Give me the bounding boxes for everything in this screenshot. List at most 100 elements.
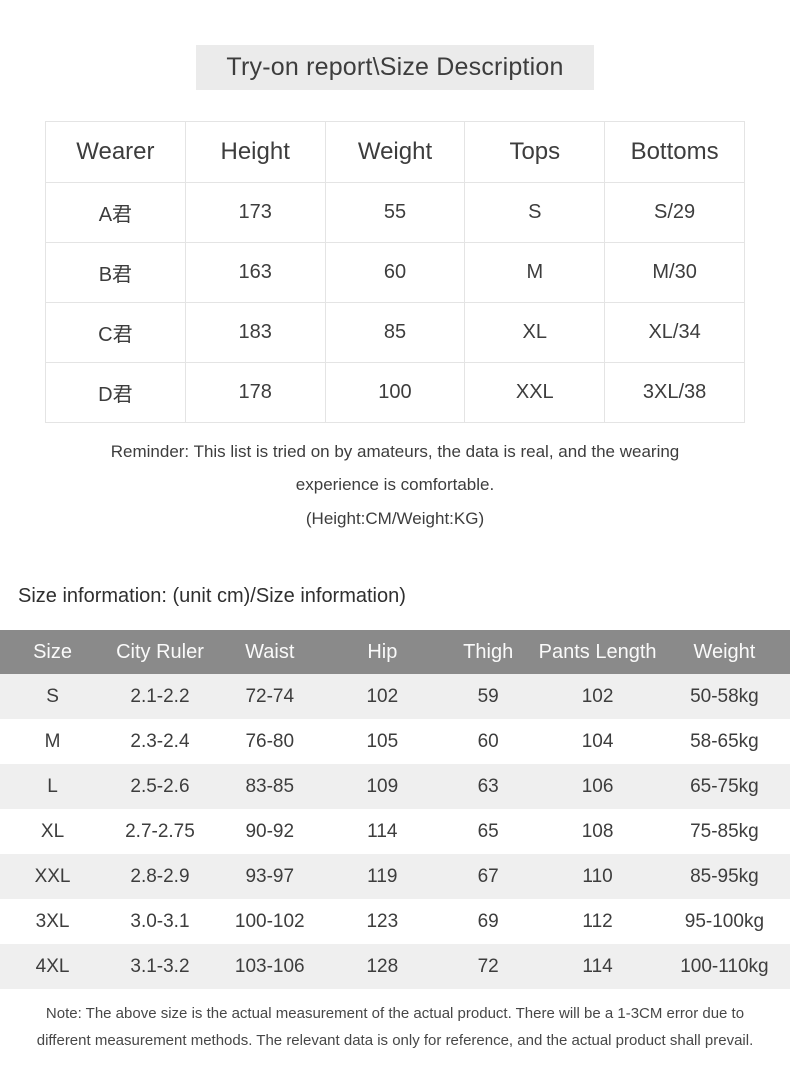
table-cell: 72 [439,944,537,989]
table-cell: 63 [439,764,537,809]
table-row: 3XL 3.0-3.1 100-102 123 69 112 95-100kg [0,899,790,944]
table-cell: C君 [45,302,186,363]
table-cell: 114 [324,809,440,854]
table-cell: S [464,182,606,243]
table-cell: 3.0-3.1 [105,899,215,944]
tryon-table: Wearer Height Weight Tops Bottoms A君 173… [45,121,745,423]
table-row: B君 163 60 M M/30 [45,242,745,303]
table-cell: S/29 [604,182,745,243]
table-cell: 65-75kg [658,764,790,809]
table-cell: 76-80 [214,719,325,764]
table-cell: 103-106 [214,944,325,989]
table-cell: XL [464,302,606,363]
table-cell: 163 [184,242,326,303]
table-row: M 2.3-2.4 76-80 105 60 104 58-65kg [0,719,790,764]
table-cell: S [0,674,106,719]
note-text: Note: The above size is the actual measu… [0,1000,790,1054]
table-cell: XL/34 [604,302,745,363]
table-cell: 110 [536,854,659,899]
size-header-city-ruler: City Ruler [105,630,215,674]
note-line-2: different measurement methods. The relev… [36,1032,754,1049]
table-row: XL 2.7-2.75 90-92 114 65 108 75-85kg [0,809,790,854]
table-row: XXL 2.8-2.9 93-97 119 67 110 85-95kg [0,854,790,899]
table-cell: 114 [536,944,659,989]
table-cell: XL [0,809,106,854]
table-cell: 104 [536,719,659,764]
table-row: S 2.1-2.2 72-74 102 59 102 50-58kg [0,674,790,719]
table-cell: 58-65kg [658,719,790,764]
tryon-header-height: Height [184,121,326,183]
table-cell: 112 [536,899,659,944]
table-cell: 2.7-2.75 [105,809,215,854]
table-cell: 95-100kg [658,899,790,944]
tryon-header-tops: Tops [464,121,606,183]
table-cell: 100 [324,362,466,423]
reminder-line-2: experience is comfortable. [295,475,495,494]
size-header-pants-length: Pants Length [536,630,659,674]
table-cell: 4XL [0,944,106,989]
table-cell: 102 [536,674,659,719]
table-cell: XXL [464,362,606,423]
table-cell: A君 [45,182,186,243]
table-cell: 2.1-2.2 [105,674,215,719]
table-cell: 85 [324,302,466,363]
table-cell: 93-97 [214,854,325,899]
size-table-header-row: Size City Ruler Waist Hip Thigh Pants Le… [0,630,790,674]
table-cell: 65 [439,809,537,854]
table-cell: 50-58kg [658,674,790,719]
table-cell: 100-110kg [658,944,790,989]
table-cell: 72-74 [214,674,325,719]
tryon-header-wearer: Wearer [45,121,186,183]
size-header-hip: Hip [324,630,440,674]
table-cell: 60 [324,242,466,303]
table-cell: 119 [324,854,440,899]
table-cell: 2.3-2.4 [105,719,215,764]
size-table: Size City Ruler Waist Hip Thigh Pants Le… [0,630,790,989]
size-header-size: Size [0,630,106,674]
table-cell: 109 [324,764,440,809]
table-cell: 59 [439,674,537,719]
table-cell: 67 [439,854,537,899]
table-cell: 2.8-2.9 [105,854,215,899]
title-section: Try-on report\Size Description [0,0,790,90]
table-cell: 100-102 [214,899,325,944]
size-header-waist: Waist [214,630,325,674]
reminder-text: Reminder: This list is tried on by amate… [0,435,790,535]
table-cell: 3XL/38 [604,362,745,423]
table-cell: 183 [184,302,326,363]
table-cell: M/30 [604,242,745,303]
table-row: 4XL 3.1-3.2 103-106 128 72 114 100-110kg [0,944,790,989]
table-cell: 178 [184,362,326,423]
table-cell: 75-85kg [658,809,790,854]
size-header-thigh: Thigh [439,630,537,674]
table-cell: D君 [45,362,186,423]
units-note: (Height:CM/Weight:KG) [305,509,485,528]
table-cell: XXL [0,854,106,899]
table-cell: 128 [324,944,440,989]
table-cell: 106 [536,764,659,809]
note-line-1: Note: The above size is the actual measu… [45,1005,745,1022]
table-cell: 123 [324,899,440,944]
table-cell: 69 [439,899,537,944]
table-row: C君 183 85 XL XL/34 [45,302,745,363]
table-cell: 3.1-3.2 [105,944,215,989]
page-title: Try-on report\Size Description [196,45,594,90]
table-cell: 90-92 [214,809,325,854]
tryon-header-bottoms: Bottoms [604,121,745,183]
table-row: L 2.5-2.6 83-85 109 63 106 65-75kg [0,764,790,809]
table-cell: 55 [324,182,466,243]
table-cell: 3XL [0,899,106,944]
table-cell: 173 [184,182,326,243]
table-row: A君 173 55 S S/29 [45,182,745,243]
table-cell: L [0,764,106,809]
tryon-header-weight: Weight [324,121,466,183]
reminder-line-1: Reminder: This list is tried on by amate… [110,442,680,461]
table-cell: 105 [324,719,440,764]
table-cell: 102 [324,674,440,719]
size-info-heading: Size information: (unit cm)/Size informa… [18,585,406,607]
table-row: D君 178 100 XXL 3XL/38 [45,362,745,423]
table-cell: B君 [45,242,186,303]
table-cell: 108 [536,809,659,854]
table-cell: 83-85 [214,764,325,809]
